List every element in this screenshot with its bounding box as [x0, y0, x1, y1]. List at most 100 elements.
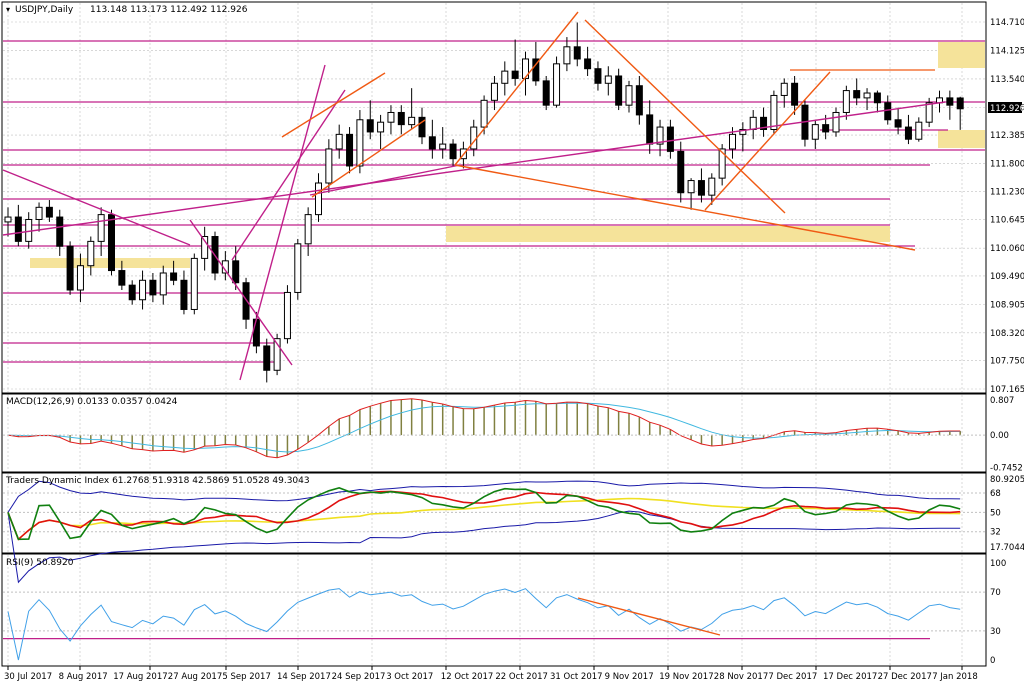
- candle-body: [201, 236, 209, 259]
- candle-body: [729, 133, 736, 150]
- candle-body: [635, 85, 643, 116]
- symbol-title-icon: ▾: [6, 5, 10, 14]
- tdi-lower-band: [7, 510, 961, 584]
- candle-body: [449, 143, 457, 160]
- candle-body: [45, 206, 53, 218]
- candle-body: [749, 116, 757, 130]
- price-panel-frame: [1, 1, 987, 394]
- candle-body: [770, 94, 778, 130]
- candle-body: [325, 148, 333, 184]
- candle-body: [139, 279, 147, 301]
- current-price-tag: [988, 102, 1022, 113]
- symbol-title: USDJPY,Daily: [15, 5, 74, 15]
- trendline: [281, 72, 386, 138]
- date-tick-label: 17 Aug 2017: [113, 672, 167, 682]
- price-tick-label: 108.320: [990, 329, 1024, 339]
- tdi-series: [3, 480, 985, 584]
- price-tick-label: 108.905: [990, 300, 1024, 310]
- indicator-tick-label: 68: [990, 489, 1001, 499]
- candle-body: [873, 92, 881, 104]
- candle-body: [563, 46, 571, 65]
- tdi-panel-frame: [1, 472, 987, 554]
- candle-body: [87, 240, 95, 267]
- candle-body: [4, 216, 12, 223]
- price-tick-label: 109.490: [990, 272, 1024, 282]
- date-tick-label: 12 Oct 2017: [441, 672, 494, 682]
- price-tick-label: 111.230: [990, 187, 1024, 197]
- candles: [4, 22, 964, 383]
- highlight-zone: [446, 226, 890, 242]
- candle-body: [35, 206, 43, 220]
- trendline: [309, 164, 461, 196]
- rsi-title: RSI(9) 50.8920: [6, 558, 74, 568]
- tdi-price-line: [7, 487, 961, 541]
- rsi-series: [3, 588, 985, 661]
- price-tick-label: 114.125: [990, 46, 1024, 56]
- date-tick-label: 7 Jan 2018: [932, 672, 978, 682]
- candle-body: [904, 126, 912, 140]
- candle-body: [118, 270, 126, 286]
- candle-body: [584, 58, 592, 70]
- candle-body: [832, 111, 840, 133]
- candle-body: [946, 97, 954, 106]
- candle-body: [128, 284, 136, 301]
- candle-body: [925, 102, 933, 123]
- candle-body: [490, 82, 498, 101]
- candle-body: [56, 216, 64, 247]
- candle-body: [273, 338, 281, 371]
- candle-body: [14, 216, 22, 242]
- date-tick-label: 31 Oct 2017: [550, 672, 603, 682]
- macd-main-line: [7, 398, 961, 459]
- candle-body: [894, 119, 902, 128]
- ohlc-readout: 113.148 113.173 112.492 112.926: [90, 5, 248, 15]
- date-tick-label: 5 Sep 2017: [222, 672, 270, 682]
- date-tick-label: 14 Sep 2017: [277, 672, 331, 682]
- candle-body: [697, 180, 705, 196]
- candle-body: [283, 291, 291, 340]
- rsi-panel-frame: [1, 553, 987, 667]
- price-tick-label: 107.750: [990, 357, 1024, 367]
- candle-body: [232, 260, 240, 284]
- candle-body: [718, 148, 726, 179]
- candle-body: [335, 133, 343, 150]
- macd-title: MACD(12,26,9) 0.0133 0.0357 0.0424: [6, 397, 178, 407]
- candle-body: [180, 279, 188, 310]
- date-tick-label: 3 Oct 2017: [386, 672, 433, 682]
- indicator-tick-label: 0.00: [990, 431, 1009, 441]
- trendline: [239, 64, 326, 381]
- candle-body: [708, 177, 716, 196]
- rsi-line: [7, 588, 961, 661]
- price-tick-label: 113.540: [990, 75, 1024, 85]
- highlight-zone: [938, 42, 985, 68]
- grid: [3, 3, 985, 665]
- candle-body: [532, 58, 540, 82]
- date-tick-label: 19 Nov 2017: [659, 672, 713, 682]
- candle-body: [625, 85, 633, 106]
- trendline: [454, 11, 579, 166]
- candle-body: [594, 68, 602, 84]
- price-tick-label: 111.800: [990, 160, 1024, 170]
- candle-body: [159, 272, 167, 296]
- candle-body: [66, 245, 74, 291]
- indicator-tick-label: 30: [990, 627, 1001, 637]
- candle-body: [242, 282, 250, 320]
- candle-body: [366, 119, 374, 133]
- candle-body: [615, 75, 623, 106]
- candle-body: [149, 279, 157, 296]
- candle-body: [439, 143, 447, 150]
- candle-body: [656, 126, 664, 145]
- date-tick-label: 27 Aug 2017: [168, 672, 222, 682]
- candle-body: [573, 46, 581, 60]
- candle-body: [842, 90, 850, 113]
- date-tick-label: 28 Nov 2017: [714, 672, 768, 682]
- date-tick-label: 22 Oct 2017: [495, 672, 548, 682]
- trendline: [189, 219, 293, 366]
- indicator-tick-label: 0.807: [990, 396, 1014, 406]
- candle-body: [760, 116, 768, 130]
- candle-body: [956, 97, 964, 110]
- candle-body: [408, 116, 416, 126]
- trendline: [311, 119, 426, 198]
- date-tick-label: 9 Nov 2017: [605, 672, 654, 682]
- candle-body: [687, 180, 695, 194]
- indicator-tick-label: 100: [990, 559, 1006, 569]
